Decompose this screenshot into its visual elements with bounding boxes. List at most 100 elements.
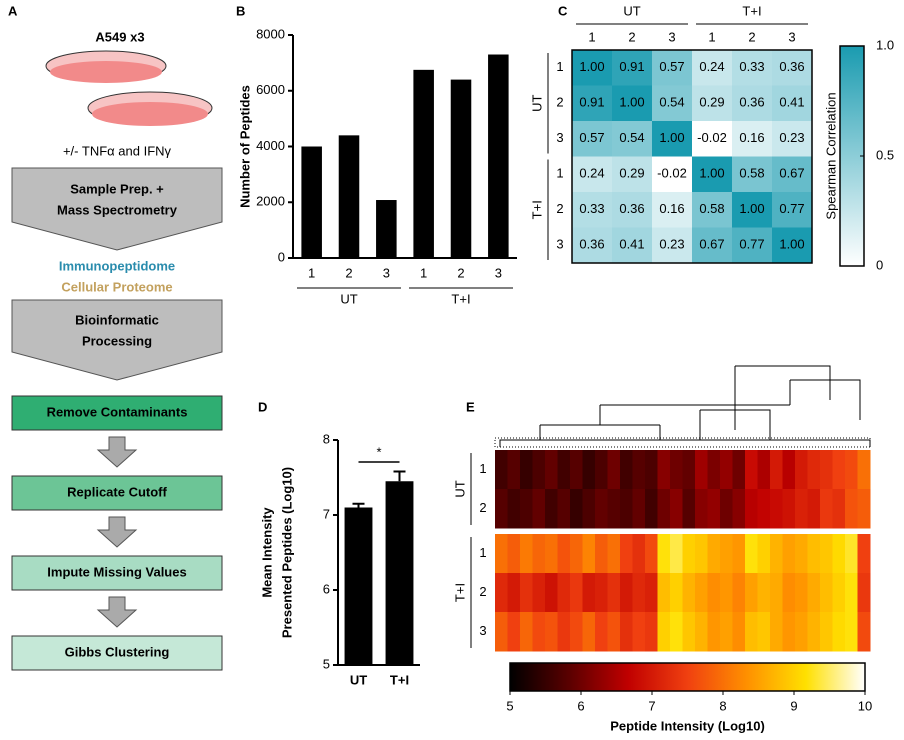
heatmap-cell [720,450,733,490]
cell-label: 0.24 [699,59,724,74]
colorbar-tick-label: 10 [858,698,872,713]
cell-label: 0.33 [739,59,764,74]
heatmap-cell [857,534,871,574]
heatmap-cell [582,450,596,490]
heatmap-cell [520,450,533,490]
row-label: 2 [479,500,486,515]
heatmap-cell [782,612,796,652]
heatmap-cell [772,85,813,122]
heatmap-frame [571,49,813,264]
x-tick-label: 1 [308,265,315,280]
heatmap-cell [782,573,796,613]
dendrogram [499,365,871,447]
heatmap-cell [495,612,508,652]
heatmap-cell [832,534,846,574]
heatmap-cell [645,612,658,652]
heatmap-cell [670,534,683,574]
heatmap-cell [772,50,813,86]
cell-label: 0.29 [699,95,724,110]
cells-label: A549 x3 [95,29,144,44]
dish-media [50,61,162,83]
row-label: 1 [556,59,563,74]
heatmap-cell [770,489,783,529]
heatmap-cell [582,534,596,574]
heatmap-cell [832,450,846,490]
heatmap-cell [645,450,658,490]
x-tick-label: 1 [420,265,427,280]
dish-media [92,102,208,126]
cell-label: 0.36 [739,95,764,110]
cell-label: 0.77 [739,237,764,252]
x-tick-label: UT [350,672,367,687]
output-label: Cellular Proteome [61,279,172,294]
cell-label: 0.67 [699,237,724,252]
col-label: 2 [628,29,635,44]
heatmap-cell [692,227,733,264]
heatmap-cell [612,121,653,157]
colorbar-tick-label: 7 [648,698,655,713]
heatmap-cell [572,85,613,122]
row-label: 2 [556,201,563,216]
y-tick-label: 7 [323,506,330,521]
y-tick-label: 2000 [256,194,285,209]
x-tick-label: 3 [495,265,502,280]
heatmap-cell [532,612,546,652]
heatmap-cell [670,573,683,613]
heatmap-cell [507,450,521,490]
cell-label: 1.00 [619,95,644,110]
heatmap-cell [795,573,808,613]
heatmap-cell [507,489,521,529]
heatmap-cell [570,534,583,574]
heatmap-cell [807,489,821,529]
group-label: T+I [451,291,470,306]
colorbar-tick-label: 8 [719,698,726,713]
group-label: T+I [452,583,467,602]
col-label: 1 [708,29,715,44]
heatmap-cell [772,227,813,264]
cell-label: 0.41 [619,237,644,252]
heatmap-cell [745,450,758,490]
heatmap-cell [820,534,833,574]
heatmap-cell [807,573,821,613]
heatmap-cell [732,156,773,193]
heatmap-cell [732,450,746,490]
heatmap-cell [507,612,521,652]
heatmap-cell [670,489,683,529]
heatmap-cell [720,489,733,529]
row-label: 3 [556,237,563,252]
heatmap-cell [732,534,746,574]
cell-label: 1.00 [699,166,724,181]
heatmap-cell [520,489,533,529]
col-label: 3 [788,29,795,44]
y-tick-label: 6000 [256,82,285,97]
heatmap-cell [570,573,583,613]
heatmap-cell [807,612,821,652]
step-arrow [11,299,223,381]
cell-label: 0.24 [579,166,604,181]
heatmap-cell [545,450,558,490]
heatmap-cell [720,573,733,613]
heatmap-cell [745,489,758,529]
output-label: Immunopeptidome [59,258,175,273]
cell-label: 0.23 [659,237,684,252]
heatmap-cell [695,489,708,529]
heatmap-cell [832,573,846,613]
heatmap-cell [570,489,583,529]
heatmap-cell [657,534,671,574]
heatmap-cell [682,573,696,613]
heatmap-cell [557,612,571,652]
y-axis-label: Mean Intensity [259,507,274,598]
heatmap-cell [857,573,871,613]
heatmap-cell [657,489,671,529]
bar [301,146,322,258]
bar [385,481,414,665]
cell-label: 0.67 [779,166,804,181]
colorbar-tick-label: 9 [790,698,797,713]
colorbar-tick-label: 1.0 [876,37,894,52]
y-tick-label: 8 [323,431,330,446]
colorbar-tick-label: 0 [876,257,883,272]
heatmap-cell [612,227,653,264]
heatmap-cell [572,156,613,193]
cell-label: 0.54 [659,95,684,110]
heatmap-cell [692,192,733,228]
